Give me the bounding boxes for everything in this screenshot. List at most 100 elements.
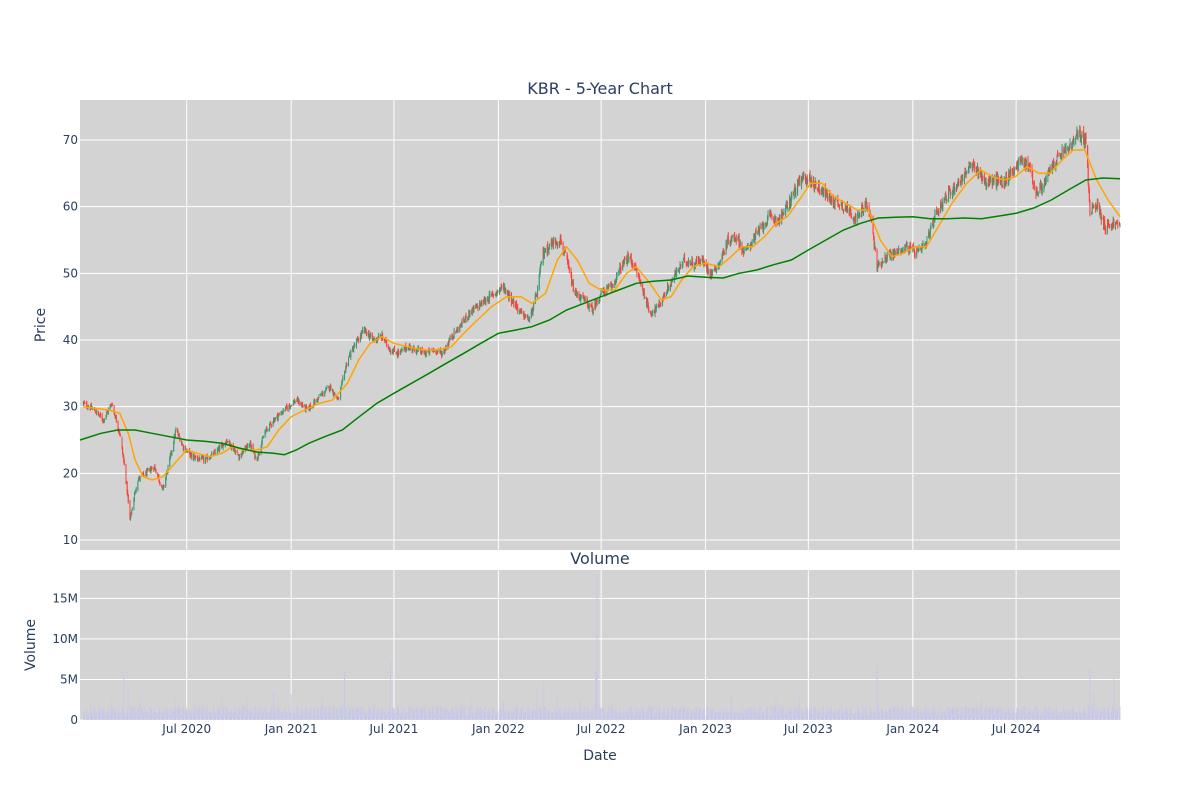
candle: [718, 262, 720, 269]
candle: [325, 387, 327, 391]
candle: [751, 243, 753, 246]
volume-bar: [661, 714, 663, 720]
candle-body: [150, 469, 152, 473]
volume-bar: [492, 707, 494, 720]
candle-body: [650, 311, 652, 315]
candle-body: [143, 473, 145, 475]
candle-body: [837, 198, 839, 204]
candle: [277, 412, 279, 422]
volume-bar: [304, 713, 306, 720]
candle-body: [190, 453, 192, 455]
volume-bar: [794, 707, 796, 720]
volume-bar: [600, 707, 602, 720]
candle-body: [496, 290, 498, 293]
candle-body: [714, 265, 716, 270]
candle-body: [348, 358, 350, 366]
candle: [646, 296, 648, 308]
candle-body: [309, 405, 311, 409]
candle: [161, 484, 163, 491]
volume-bar: [250, 710, 252, 720]
candle-body: [145, 470, 147, 476]
candle: [282, 410, 284, 415]
volume-bar: [546, 713, 548, 720]
volume-bar: [464, 706, 466, 720]
volume-bar: [314, 711, 315, 720]
volume-bar: [491, 715, 493, 720]
candle-body: [1044, 178, 1046, 181]
volume-bar: [424, 712, 426, 720]
volume-bar: [798, 707, 800, 720]
candle-body: [785, 205, 787, 215]
volume-bar: [861, 712, 863, 720]
volume-bar: [282, 711, 284, 720]
candle-body: [472, 307, 474, 311]
candle: [1092, 204, 1094, 209]
candle-body: [912, 245, 914, 247]
volume-bar: [618, 711, 620, 720]
candle-body: [268, 429, 270, 430]
volume-bar: [322, 707, 324, 720]
volume-bar: [872, 712, 874, 720]
candle-body: [165, 477, 167, 487]
volume-bar: [654, 714, 656, 720]
candle: [743, 247, 745, 255]
candle-body: [351, 348, 353, 352]
volume-bar: [684, 706, 686, 720]
candle: [178, 433, 180, 437]
candle: [294, 398, 296, 403]
volume-bar: [831, 706, 833, 720]
candle-body: [250, 442, 252, 448]
candle: [182, 443, 184, 446]
volume-bar: [139, 712, 141, 720]
candle: [685, 261, 687, 267]
volume-bar: [233, 706, 235, 720]
candle-body: [204, 458, 206, 462]
candle-body: [618, 270, 620, 273]
candle-body: [133, 494, 135, 500]
candle: [545, 248, 547, 253]
candle-body: [240, 452, 242, 457]
candle-body: [1091, 212, 1093, 214]
candle: [318, 394, 320, 399]
candle-body: [826, 190, 828, 195]
candle: [675, 267, 677, 277]
candle-body: [664, 295, 666, 298]
volume-bar: [723, 712, 725, 720]
candle: [964, 167, 966, 178]
volume-bar: [567, 712, 569, 720]
candle: [337, 396, 339, 400]
candle: [642, 282, 644, 291]
candle: [399, 350, 401, 356]
candle: [167, 464, 169, 475]
candle: [638, 273, 640, 282]
candle: [321, 391, 323, 396]
candle: [165, 476, 167, 488]
candle-body: [306, 407, 308, 409]
candle: [1117, 219, 1119, 229]
candle: [692, 257, 694, 268]
candle-body: [476, 304, 478, 306]
candle-body: [749, 245, 751, 247]
candle: [928, 228, 930, 239]
candle: [916, 245, 918, 259]
candle-body: [1103, 220, 1105, 227]
candle-body: [710, 276, 712, 277]
candle: [957, 177, 959, 187]
volume-bar: [445, 709, 447, 720]
candle-body: [1083, 134, 1085, 143]
candle-body: [325, 388, 327, 390]
candle-body: [392, 350, 394, 355]
candle: [366, 331, 368, 337]
candle-body: [273, 419, 275, 422]
volume-bar: [802, 714, 804, 720]
candle-body: [545, 251, 547, 253]
candle-body: [437, 350, 439, 352]
volume-bar: [856, 712, 858, 720]
candle: [950, 191, 952, 196]
candle: [781, 209, 783, 216]
candle: [787, 207, 789, 213]
candle-body: [844, 207, 846, 211]
candle-body: [668, 287, 670, 290]
candle-body: [532, 309, 534, 314]
volume-bar: [583, 709, 584, 720]
